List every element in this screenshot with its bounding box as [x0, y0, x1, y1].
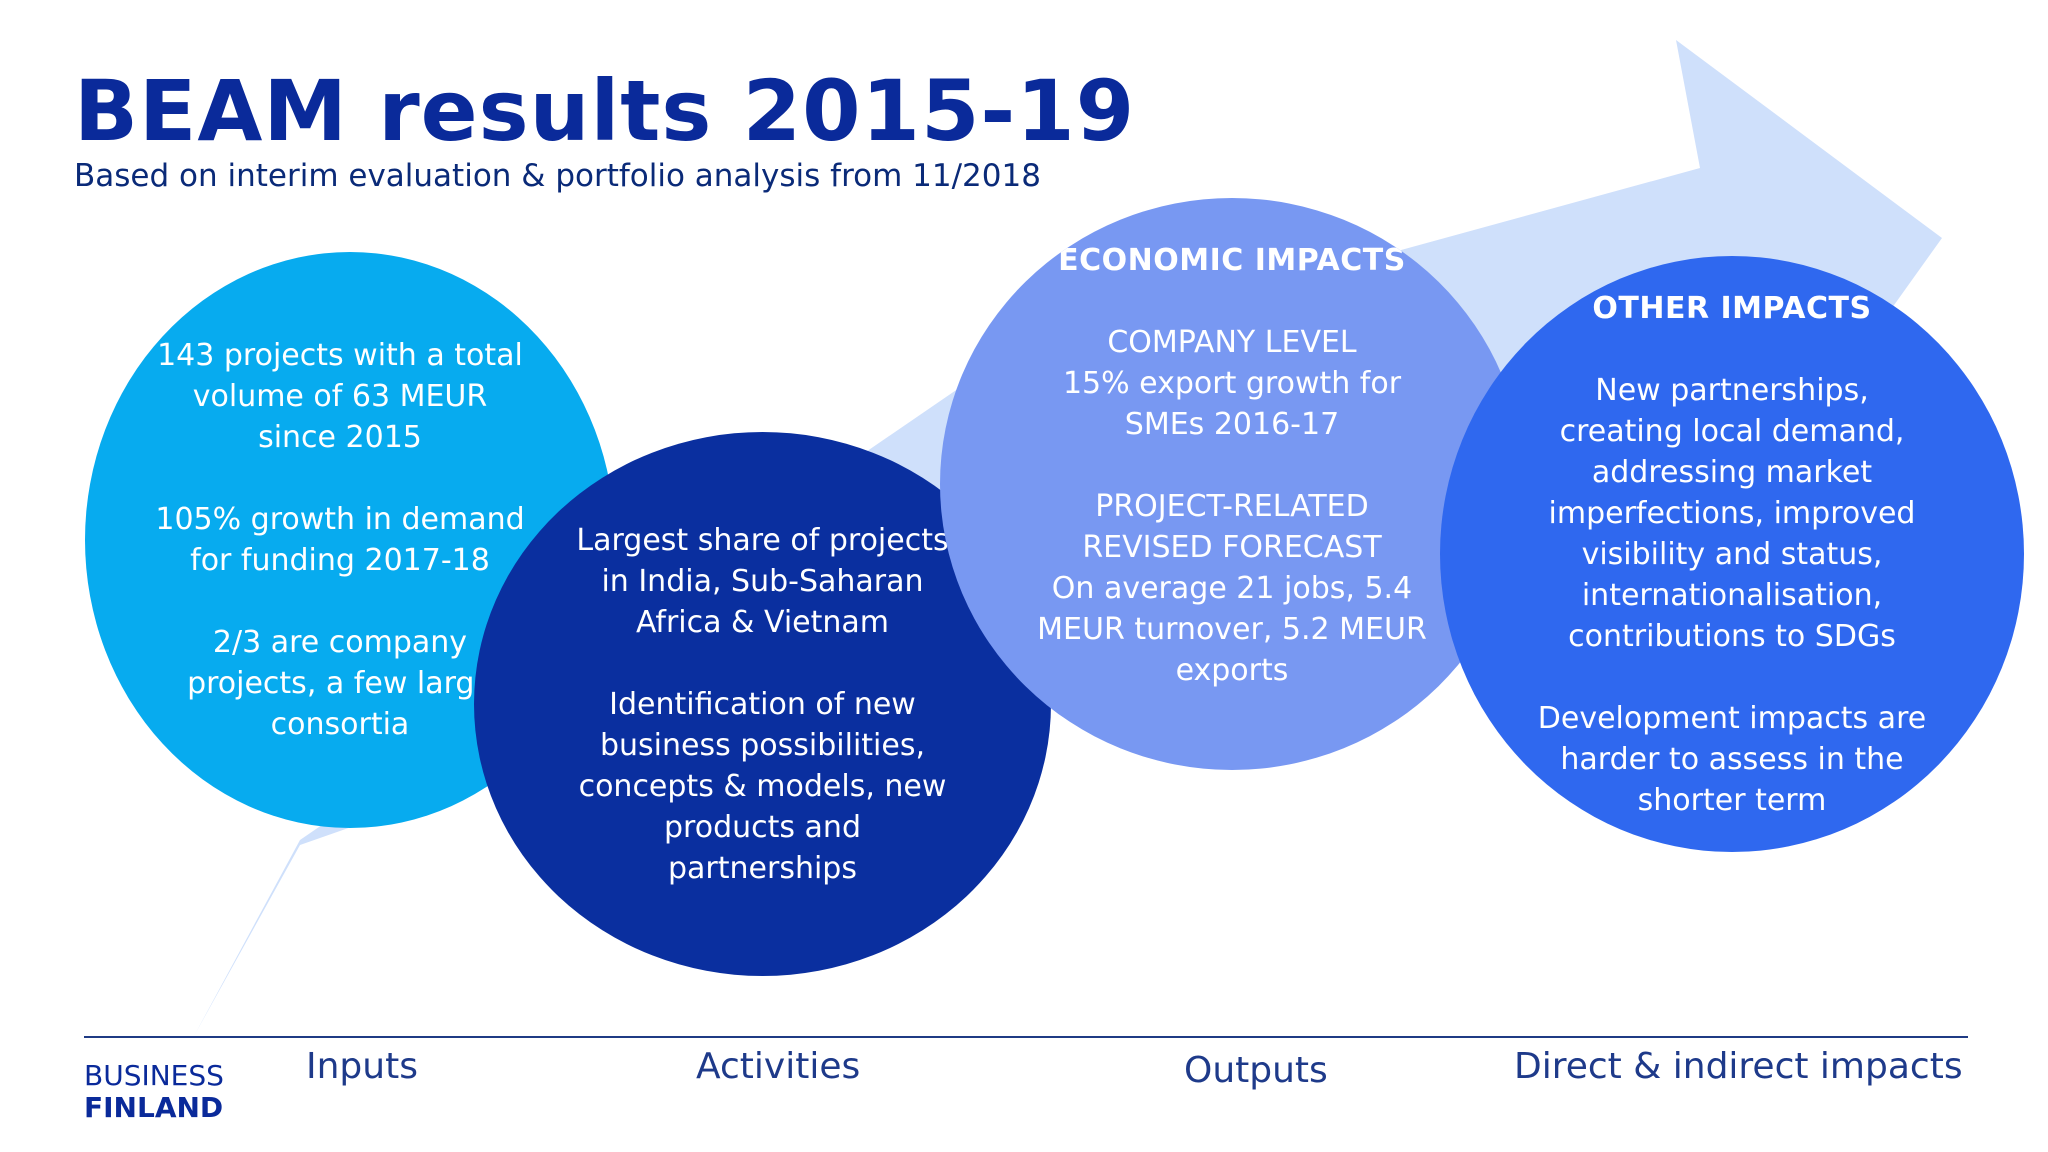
activities-text-2: Identification of new business possibili… — [578, 686, 947, 886]
activities-text-1: Largest share of projects in India, Sub-… — [576, 522, 949, 640]
page-title: BEAM results 2015-19 — [74, 62, 1136, 160]
outputs-text-1: COMPANY LEVEL 15% export growth for SMEs… — [1062, 325, 1402, 442]
impacts-text-2: Development impacts are harder to assess… — [1537, 701, 1927, 818]
stage-label-impacts: Direct & indirect impacts — [1514, 1046, 1963, 1087]
inputs-text-2: 105% growth in demand for funding 2017-1… — [155, 502, 525, 578]
stage-baseline — [84, 1036, 1968, 1038]
impacts-circle: OTHER IMPACTS New partnerships, creating… — [1440, 256, 2024, 852]
stage-label-activities: Activities — [696, 1046, 861, 1087]
outputs-text-2: PROJECT-RELATED REVISED FORECAST On aver… — [1037, 489, 1427, 688]
page-subtitle: Based on interim evaluation & portfolio … — [74, 158, 1041, 194]
inputs-text-3: 2/3 are company projects, a few large co… — [187, 625, 493, 742]
impacts-heading: OTHER IMPACTS — [1592, 291, 1872, 326]
business-finland-logo: BUSINESS FINLAND — [84, 1060, 224, 1124]
activities-circle: Largest share of projects in India, Sub-… — [474, 432, 1051, 976]
logo-line-2: FINLAND — [84, 1091, 224, 1124]
inputs-text-1: 143 projects with a total volume of 63 M… — [157, 338, 523, 455]
stage-label-inputs: Inputs — [306, 1046, 418, 1087]
impacts-text-1: New partnerships, creating local demand,… — [1548, 373, 1916, 654]
outputs-heading: ECONOMIC IMPACTS — [1058, 243, 1406, 278]
stage-label-outputs: Outputs — [1184, 1050, 1328, 1091]
logo-line-1: BUSINESS — [84, 1059, 224, 1092]
outputs-circle: ECONOMIC IMPACTS COMPANY LEVEL 15% expor… — [940, 198, 1524, 770]
